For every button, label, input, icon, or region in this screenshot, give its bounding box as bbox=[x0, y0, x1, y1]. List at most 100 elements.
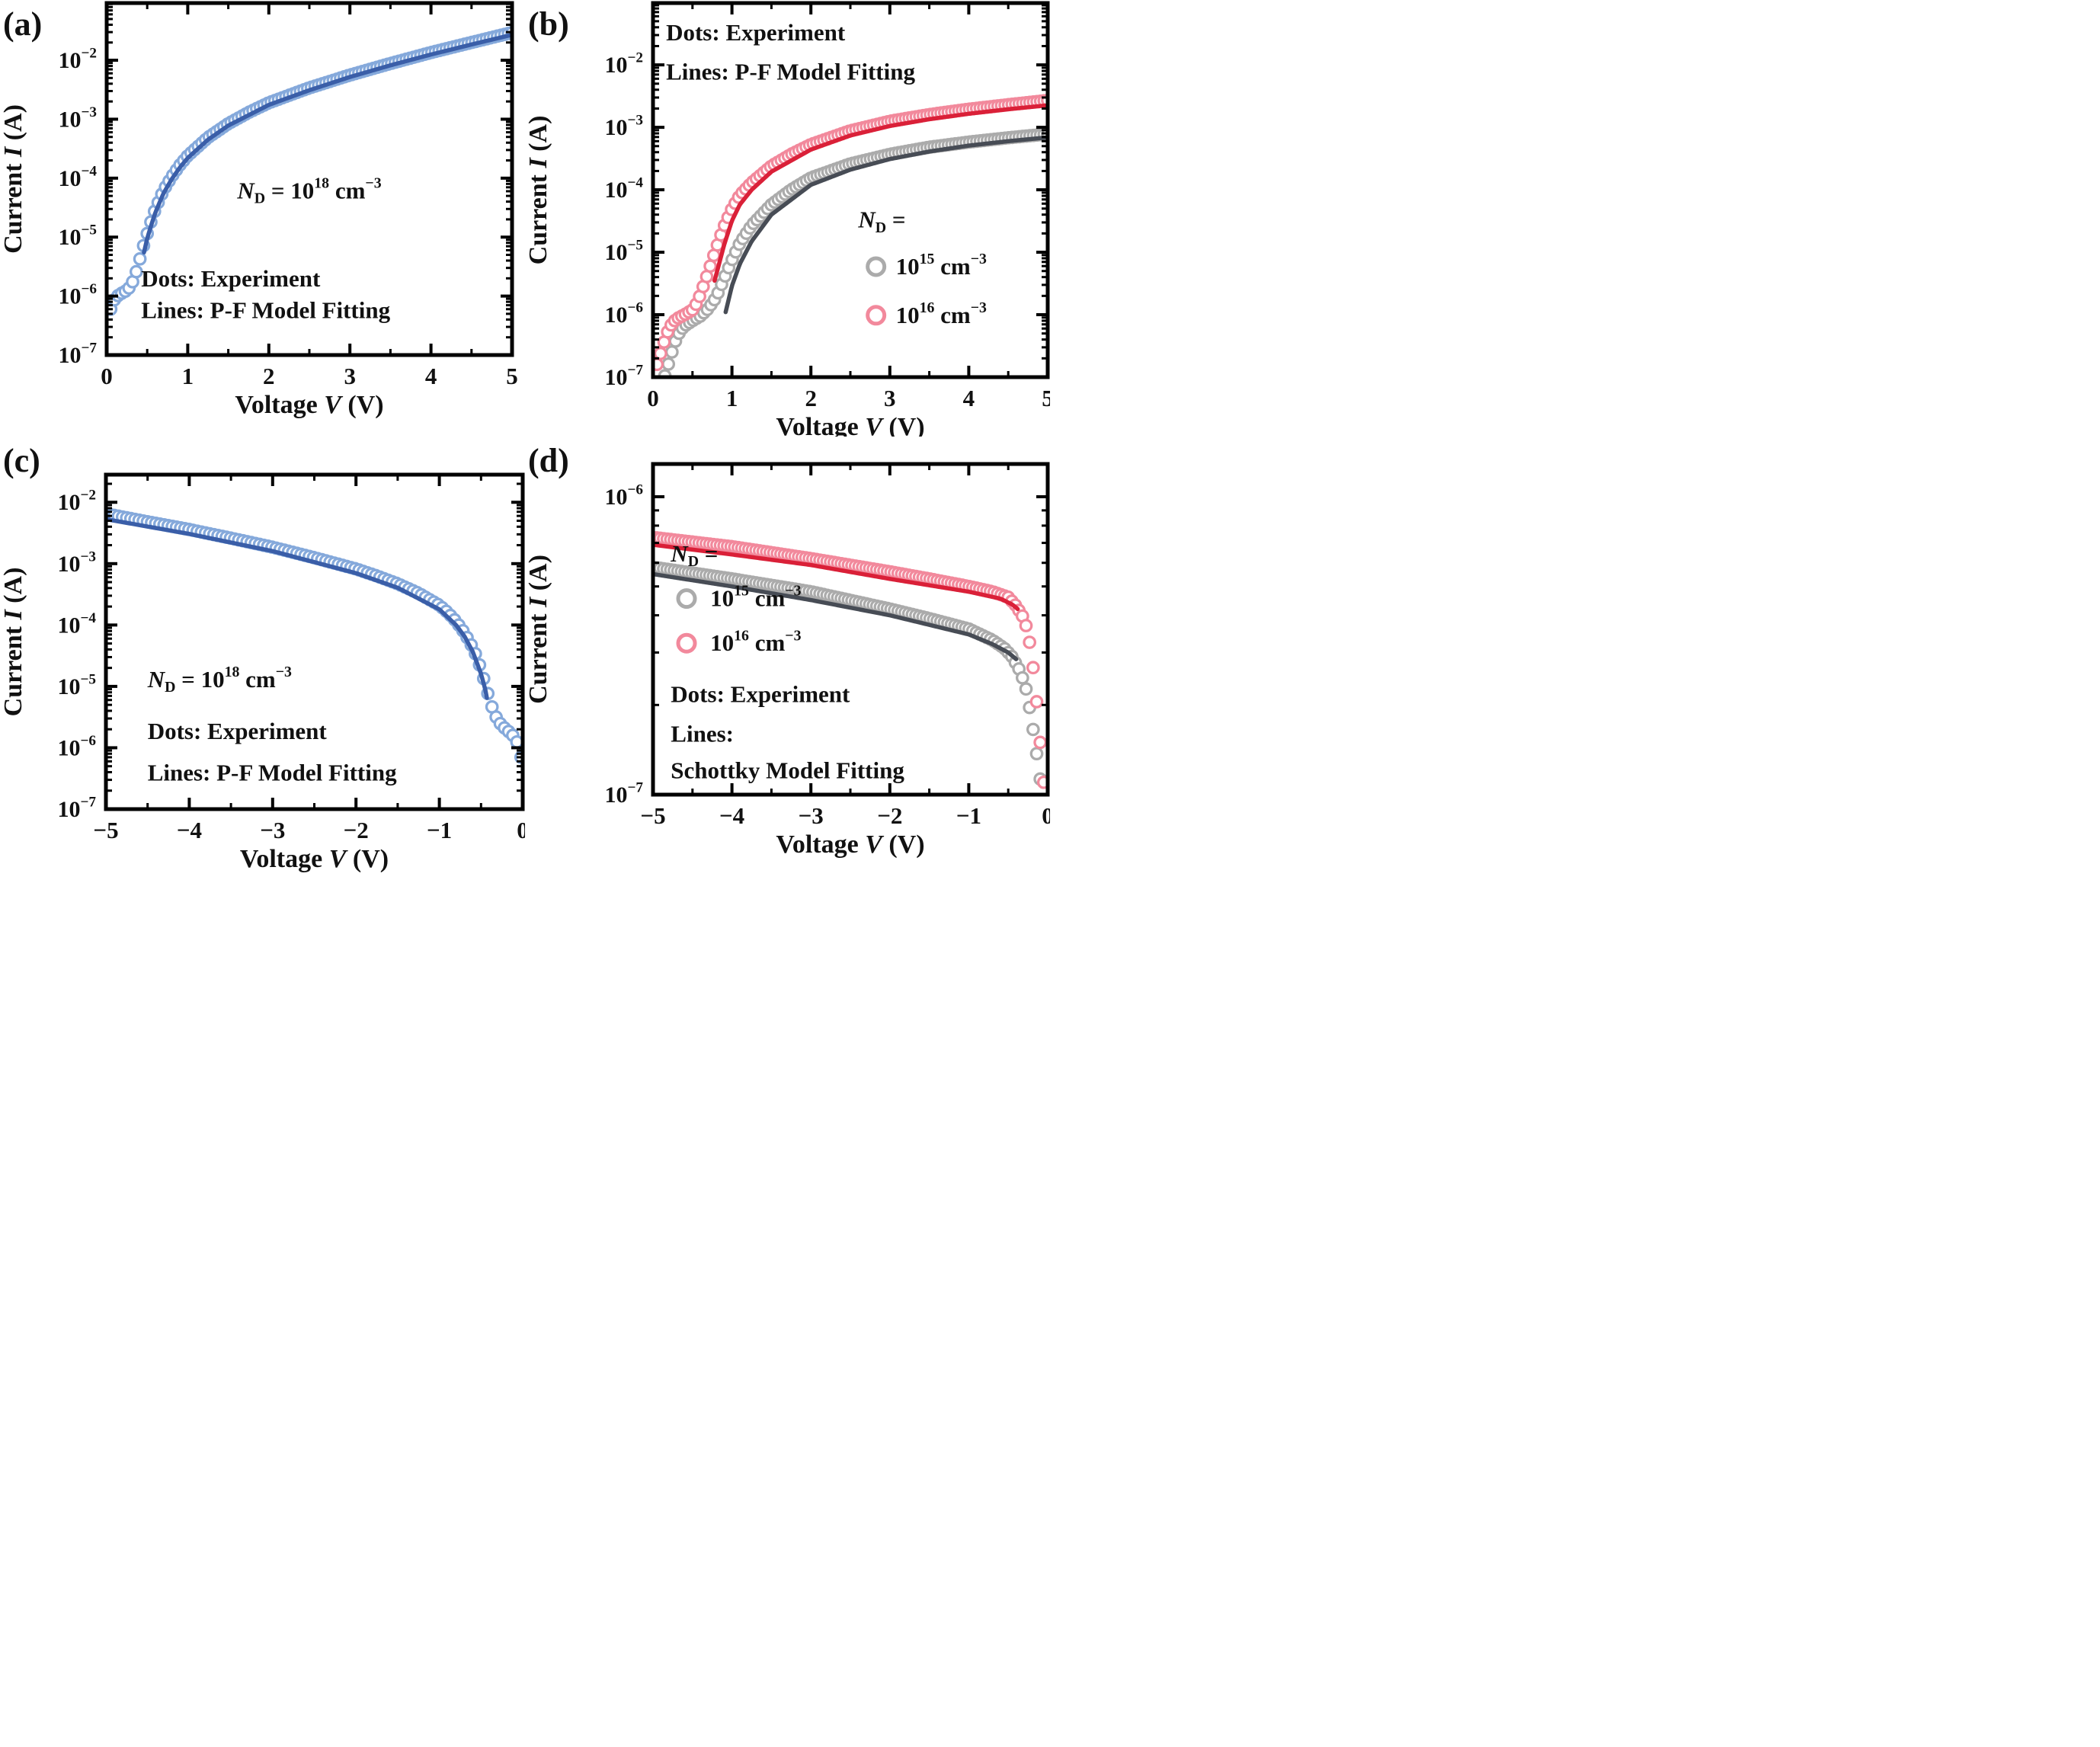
chart-a: 0 1 2 3 4 5 10−2 10−3 10−4 10−5 10−6 10−7 Voltage V … bbox=[0, 1, 518, 419]
y-tick-label: 10−6 bbox=[604, 300, 643, 328]
x-tick-label: −4 bbox=[719, 802, 744, 829]
x-tick-label: −3 bbox=[260, 817, 285, 843]
y-tick-label: 10−7 bbox=[58, 341, 97, 369]
series-layer bbox=[106, 507, 523, 764]
x-axis-label: Voltage V (V) bbox=[776, 413, 924, 437]
y-tick-label: 10−6 bbox=[604, 482, 643, 510]
legend-item-label: 1016 cm−3 bbox=[896, 299, 987, 328]
x-tick-label: 4 bbox=[425, 363, 437, 389]
annotation: Schottky Model Fitting bbox=[671, 757, 904, 783]
panel-label: (d) bbox=[528, 442, 569, 479]
schottky-fit-line-1e16 bbox=[653, 542, 1020, 612]
annotation: Lines: P-F Model Fitting bbox=[666, 59, 915, 85]
annotation: Dots: Experiment bbox=[671, 680, 850, 707]
annotation: Lines: bbox=[671, 721, 734, 747]
pf-fit-line-1e18-reverse bbox=[106, 517, 489, 700]
pf-fit-line-1e18 bbox=[142, 32, 512, 255]
x-tick-label: −4 bbox=[177, 817, 202, 843]
x-tick-label: −2 bbox=[344, 817, 369, 843]
chart-d: −5 −4 −3 −2 −1 0 10−6 10−7 Voltage V (V) Current … bbox=[525, 442, 1050, 859]
x-tick-label: −5 bbox=[640, 802, 665, 829]
legend: 1015 cm−3 1016 cm−3 bbox=[676, 583, 802, 656]
y-tick-label: 10−5 bbox=[57, 671, 96, 699]
legend-marker bbox=[866, 305, 887, 326]
chart-b: 0 1 2 3 4 5 10−2 10−3 10−4 10−5 10−6 10−7 Voltage V … bbox=[525, 1, 1050, 437]
x-tick-label: 3 bbox=[884, 385, 896, 411]
annotation: Dots: Experiment bbox=[141, 265, 321, 292]
axis-ticks bbox=[651, 464, 1049, 796]
annotation: ND = 1018 cm−3 bbox=[147, 664, 292, 696]
legend-marker bbox=[676, 632, 697, 654]
schottky-fit-line-1e15 bbox=[653, 571, 1019, 661]
annotation: ND = 1018 cm−3 bbox=[236, 174, 381, 206]
x-tick-label: 0 bbox=[1042, 802, 1050, 829]
y-tick-label: 10−3 bbox=[57, 549, 96, 577]
y-tick-label: 10−7 bbox=[604, 780, 643, 808]
y-tick-label: 10−5 bbox=[604, 238, 643, 266]
annotation: ND = bbox=[670, 540, 718, 570]
x-tick-label: 4 bbox=[963, 385, 975, 411]
annotation: Lines: P-F Model Fitting bbox=[141, 296, 390, 323]
y-tick-label: 10−4 bbox=[604, 175, 643, 203]
experiment-dots-1e16 bbox=[653, 93, 1048, 372]
series-layer bbox=[653, 93, 1048, 377]
y-tick-label: 10−6 bbox=[58, 281, 97, 309]
annotation: Dots: Experiment bbox=[666, 19, 846, 46]
experiment-dots-1e15-reverse bbox=[653, 560, 1048, 786]
panel-a: 0 1 2 3 4 5 10−2 10−3 10−4 10−5 10−6 10−7 Voltage V … bbox=[0, 0, 525, 437]
x-tick-label: 0 bbox=[101, 363, 113, 389]
x-axis-label: Voltage V (V) bbox=[776, 830, 924, 859]
chart-c: −5 −4 −3 −2 −1 0 10−2 10−3 10−4 10−5 10−6 10−7 Volta… bbox=[0, 442, 525, 873]
y-tick-label: 10−3 bbox=[604, 113, 643, 141]
x-tick-label: −1 bbox=[427, 817, 452, 843]
x-tick-label: 3 bbox=[344, 363, 356, 389]
legend-title: ND = bbox=[857, 206, 905, 236]
x-axis-label: Voltage V (V) bbox=[240, 845, 389, 873]
panel-label: (c) bbox=[3, 442, 40, 479]
y-tick-label: 10−7 bbox=[604, 363, 643, 391]
legend-item-label: 1015 cm−3 bbox=[710, 583, 801, 612]
legend-item-label: 1015 cm−3 bbox=[896, 251, 987, 280]
x-tick-label: 1 bbox=[726, 385, 738, 411]
iv-characteristics-figure: 0 1 2 3 4 5 10−2 10−3 10−4 10−5 10−6 10−7 Voltage V … bbox=[0, 0, 1050, 873]
y-axis-label: Current I (A) bbox=[525, 116, 552, 265]
x-tick-label: −3 bbox=[799, 802, 824, 829]
axis-ticks bbox=[104, 475, 524, 811]
x-tick-label: 2 bbox=[805, 385, 817, 411]
x-tick-label: 5 bbox=[506, 363, 518, 389]
pf-fit-line-1e16 bbox=[712, 103, 1048, 283]
x-tick-label: 1 bbox=[182, 363, 194, 389]
x-axis-label: Voltage V (V) bbox=[235, 391, 383, 419]
panel-b: 0 1 2 3 4 5 10−2 10−3 10−4 10−5 10−6 10−7 Voltage V … bbox=[525, 0, 1050, 437]
y-tick-label: 10−2 bbox=[604, 50, 643, 78]
y-tick-label: 10−7 bbox=[57, 795, 96, 823]
x-tick-label: −2 bbox=[877, 802, 902, 829]
x-tick-label: 0 bbox=[647, 385, 659, 411]
y-tick-label: 10−4 bbox=[57, 610, 96, 638]
x-tick-label: 0 bbox=[517, 817, 525, 843]
experiment-dots-1e16-reverse bbox=[653, 530, 1048, 789]
y-tick-label: 10−3 bbox=[58, 104, 97, 133]
series-layer bbox=[653, 530, 1048, 789]
x-tick-label: −5 bbox=[93, 817, 118, 843]
series-layer bbox=[107, 25, 512, 316]
annotation: Lines: P-F Model Fitting bbox=[148, 760, 397, 786]
axis-ticks bbox=[651, 3, 1049, 379]
x-tick-label: 5 bbox=[1042, 385, 1050, 411]
panel-label: (a) bbox=[3, 5, 42, 43]
legend: ND = 1015 cm−3 1016 cm−3 bbox=[857, 206, 987, 328]
panel-label: (b) bbox=[528, 5, 569, 43]
axis-ticks bbox=[105, 2, 514, 357]
y-axis-label: Current I (A) bbox=[0, 104, 27, 254]
panel-d: −5 −4 −3 −2 −1 0 10−6 10−7 Voltage V (V) Current … bbox=[525, 437, 1050, 873]
x-tick-label: 2 bbox=[263, 363, 275, 389]
y-axis-label: Current I (A) bbox=[0, 568, 27, 717]
y-tick-label: 10−2 bbox=[57, 488, 96, 516]
y-axis-label: Current I (A) bbox=[525, 555, 552, 704]
legend-marker bbox=[866, 256, 887, 277]
x-tick-label: −1 bbox=[956, 802, 981, 829]
y-tick-label: 10−5 bbox=[58, 222, 97, 251]
legend-item-label: 1016 cm−3 bbox=[710, 627, 801, 656]
y-tick-label: 10−6 bbox=[57, 733, 96, 761]
annotation: Dots: Experiment bbox=[148, 718, 328, 744]
